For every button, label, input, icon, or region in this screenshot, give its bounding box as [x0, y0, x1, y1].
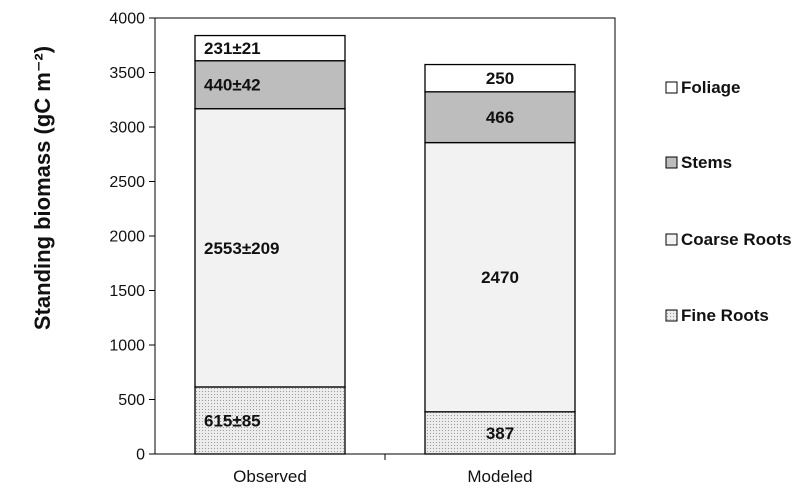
x-tick-label-modeled: Modeled	[467, 467, 532, 486]
bar-fine-roots-modeled	[424, 411, 576, 455]
data-label-foliage-modeled: 250	[486, 69, 514, 88]
bar-coarse-roots-modeled	[424, 141, 576, 413]
legend-swatch-foliage	[665, 81, 678, 94]
data-label-stems-observed: 440±42	[204, 76, 261, 95]
legend-label-coarse-roots: Coarse Roots	[681, 230, 792, 249]
y-axis-label: Standing biomass (gC m⁻²)	[30, 46, 55, 330]
y-tick-label: 2000	[109, 229, 145, 246]
legend-swatch-coarse-roots	[665, 233, 678, 246]
legend: Foliage Stems Coarse Roots Fine Roots	[665, 78, 792, 325]
bar-stems-modeled	[424, 91, 576, 144]
y-tick-label: 0	[136, 447, 145, 464]
legend-swatch-fine-roots	[665, 309, 678, 322]
y-tick-label: 3500	[109, 65, 145, 82]
y-tick-label: 1000	[109, 338, 145, 355]
legend-label-foliage: Foliage	[681, 78, 741, 97]
y-tick-label: 1500	[109, 283, 145, 300]
data-label-foliage-observed: 231±21	[204, 39, 261, 58]
data-label-fine-roots-observed: 615±85	[204, 411, 261, 430]
data-label-stems-modeled: 466	[486, 108, 514, 127]
y-tick-label: 4000	[109, 11, 145, 28]
y-tick-label: 2500	[109, 174, 145, 191]
bar-foliage-observed	[194, 34, 346, 62]
data-label-coarse-roots-observed: 2553±209	[204, 239, 280, 258]
segment-labels: 615±85 2553±209 440±42 231±21 387 2470 466 250	[204, 39, 519, 443]
bar-coarse-roots-observed	[194, 108, 346, 388]
x-tick-label-observed: Observed	[233, 467, 307, 486]
bar-foliage-modeled	[424, 63, 576, 93]
legend-label-fine-roots: Fine Roots	[681, 306, 769, 325]
legend-label-stems: Stems	[681, 153, 732, 172]
bar-fine-roots-observed	[194, 386, 346, 455]
y-tick-label: 3000	[109, 120, 145, 137]
bars	[194, 34, 576, 455]
legend-swatch-stems	[665, 156, 678, 169]
data-label-fine-roots-modeled: 387	[486, 424, 514, 443]
y-tick-label: 500	[118, 392, 145, 409]
axes: 0 500 1000 1500 2000 2500 3000 3500 4000 Observed…	[109, 11, 616, 486]
data-label-coarse-roots-modeled: 2470	[481, 268, 519, 287]
